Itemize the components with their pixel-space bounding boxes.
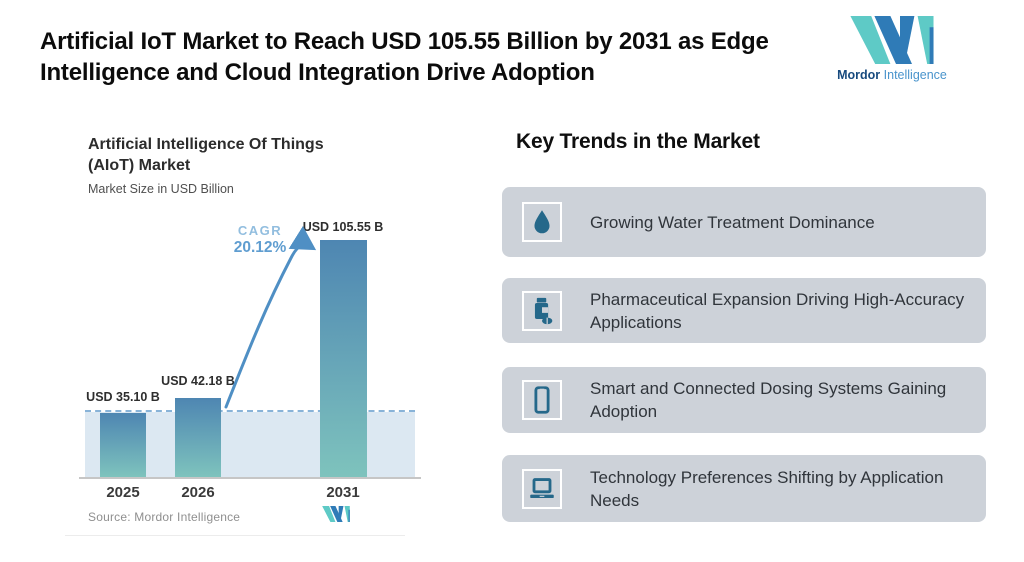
page-title-line1: Artificial IoT Market to Reach USD 105.5… (40, 28, 769, 55)
trend-icon-box (522, 290, 562, 331)
chart-title-line1: Artificial Intelligence Of Things (88, 136, 324, 153)
bar-2026 (175, 398, 221, 477)
cagr-annotation: CAGR 20.12% (210, 223, 310, 257)
trend-icon-box (522, 380, 562, 420)
trend-label: Technology Preferences Shifting by Appli… (590, 467, 944, 510)
brand-name-light: Intelligence (883, 68, 947, 82)
x-tick-2025: 2025 (106, 484, 140, 501)
source-attribution: Source: Mordor Intelligence (88, 510, 241, 524)
page-title: Artificial IoT Market to Reach USD 105.5… (40, 26, 840, 88)
x-tick-2026: 2026 (181, 484, 215, 501)
key-trends-heading: Key Trends in the Market (516, 130, 760, 153)
trend-card-pharmaceutical: Pharmaceutical Expansion Driving High-Ac… (502, 278, 986, 343)
cagr-label: CAGR (237, 223, 283, 238)
pill-bottle-icon (534, 297, 553, 324)
bar-2031 (320, 240, 367, 477)
brand-name: Mordor Intelligence (836, 68, 948, 82)
bar-value-2025: USD 35.10 B (86, 390, 160, 404)
brand-name-bold: Mordor (837, 68, 881, 82)
reference-dashed-line (85, 410, 415, 412)
x-axis-line (79, 477, 421, 479)
mordor-intelligence-logo-icon (844, 16, 940, 64)
trend-label: Smart and Connected Dosing Systems Gaini… (590, 379, 947, 421)
chart-subtitle: Market Size in USD Billion (88, 182, 234, 196)
smartphone-icon (534, 386, 550, 414)
bar-2025 (100, 413, 146, 477)
bar-value-2026: USD 42.18 B (161, 374, 235, 388)
page-title-line2: Intelligence and Cloud Integration Drive… (40, 59, 595, 86)
trend-card-water-treatment: Growing Water Treatment Dominance (502, 187, 986, 257)
chart-title-line2: (AIoT) Market (88, 157, 191, 174)
cagr-value: 20.12% (233, 239, 287, 256)
trend-card-technology-preferences: Technology Preferences Shifting by Appli… (502, 455, 986, 522)
market-chart: Artificial Intelligence Of Things (AIoT)… (65, 118, 425, 542)
laptop-icon (530, 477, 554, 498)
chart-card-divider (65, 535, 405, 536)
trend-card-dosing-systems: Smart and Connected Dosing Systems Gaini… (502, 367, 986, 433)
key-trends-panel: Key Trends in the Market Growing Water T… (502, 125, 986, 535)
chart-title: Artificial Intelligence Of Things (AIoT)… (88, 134, 324, 176)
trend-label: Pharmaceutical Expansion Driving High-Ac… (590, 289, 965, 332)
mini-logo-icon (321, 506, 351, 522)
brand-logo: Mordor Intelligence (836, 16, 948, 82)
water-drop-icon (534, 210, 550, 234)
trend-icon-box (522, 468, 562, 509)
x-tick-2031: 2031 (326, 484, 360, 501)
trend-label: Growing Water Treatment Dominance (590, 212, 875, 232)
trend-icon-box (522, 202, 562, 242)
bar-value-2031: USD 105.55 B (302, 220, 384, 234)
